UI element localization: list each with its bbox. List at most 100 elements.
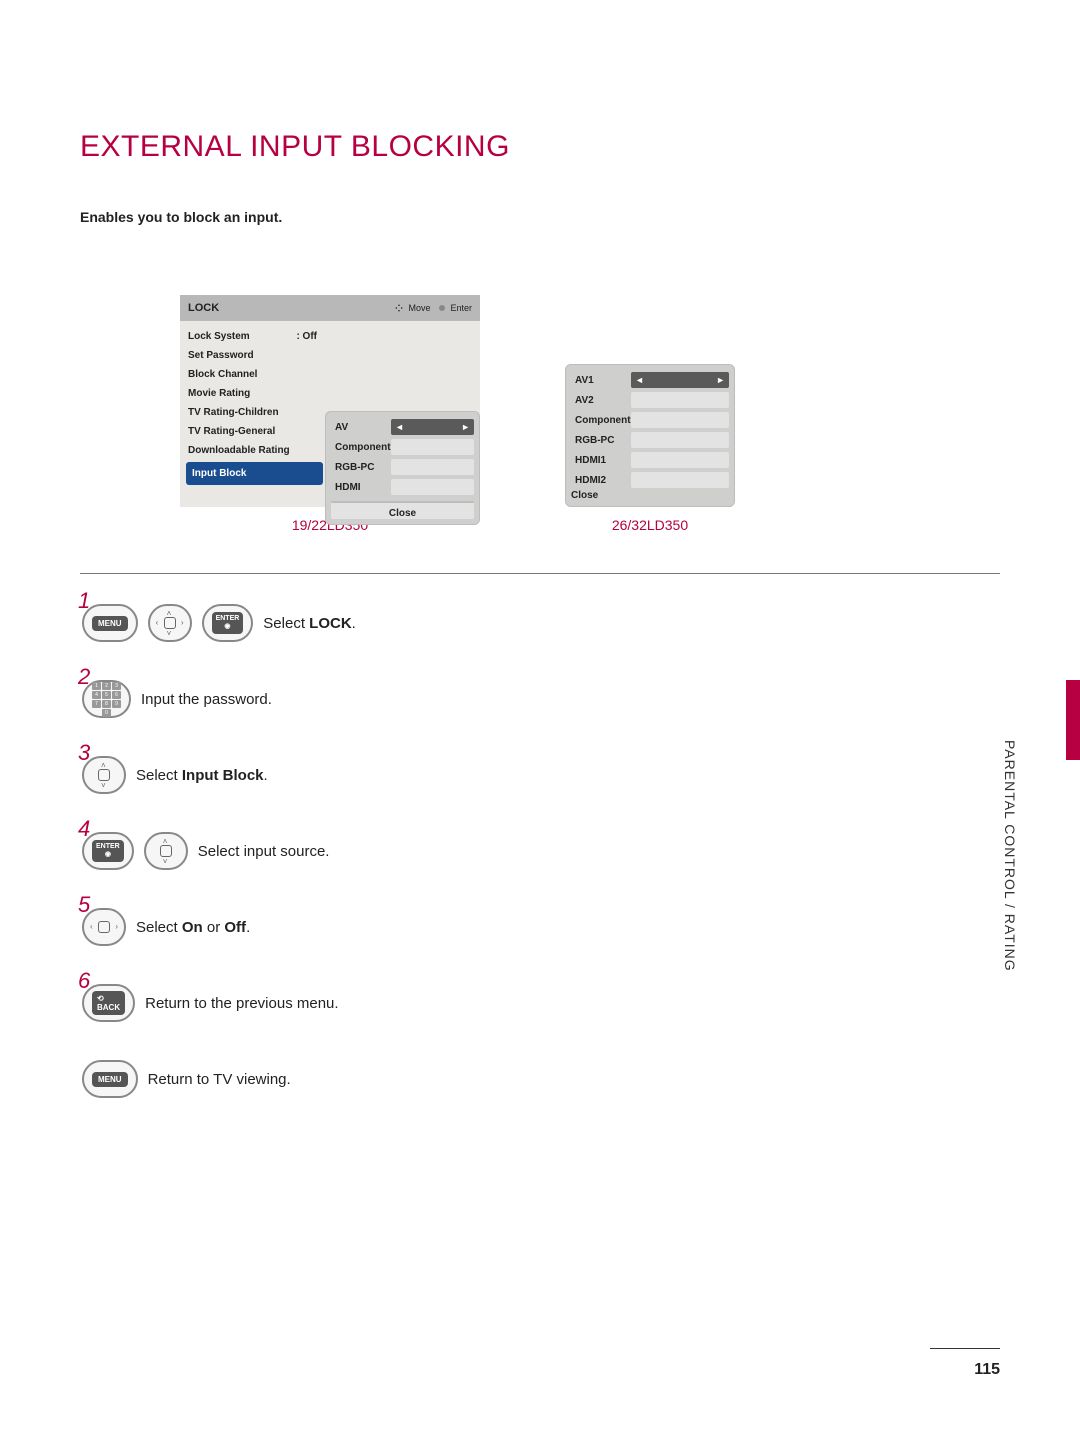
submenu-row-label: RGB-PC (331, 462, 391, 473)
step: 6⟲BACKReturn to the previous menu. (82, 984, 1000, 1022)
submenu-row-label: Component (331, 442, 391, 453)
lock-menu-list: Lock System : Off Set PasswordBlock Channe… (180, 321, 325, 507)
hint-move: Move (394, 303, 430, 313)
lock-menu-header: LOCK Move Enter (180, 295, 480, 321)
side-accent-bar (1066, 680, 1080, 760)
menu-group-1: LOCK Move Enter Lock System : Off Set Pass… (180, 295, 480, 533)
step-text: Select LOCK. (263, 615, 356, 632)
arrow-left-icon: ◄ (635, 375, 644, 385)
lock-item-label: TV Rating-General (188, 422, 275, 441)
submenu-row[interactable]: Component (331, 437, 474, 457)
submenu-row[interactable]: HDMI (331, 477, 474, 497)
step-text: Return to TV viewing. (148, 1071, 291, 1088)
side-section-label: PARENTAL CONTROL / RATING (1002, 740, 1018, 972)
menu-button-icon: MENU (82, 1060, 138, 1098)
page-number: 115 (974, 1361, 1000, 1379)
lock-menu-item[interactable]: TV Rating-Children (188, 403, 321, 422)
submenu-row[interactable]: Component (571, 410, 729, 430)
steps-list: 1MENU˄˅‹›ENTER◉Select LOCK.21234567890In… (82, 604, 1000, 1098)
menu-group-2: AV1 ◄► AV2 Component RGB-PC HDMI1 HDMI2 … (565, 295, 735, 533)
step-text: Input the password. (141, 691, 272, 708)
submenu-row-field[interactable] (631, 452, 729, 468)
submenu-row-field[interactable] (631, 472, 729, 488)
dpad-updown-icon: ˄˅ (144, 832, 188, 870)
step-text: Select input source. (198, 843, 330, 860)
page-title: EXTERNAL INPUT BLOCKING (80, 130, 1000, 164)
lock-menu-item[interactable]: Movie Rating (188, 384, 321, 403)
lock-menu-item[interactable]: Downloadable Rating (188, 441, 321, 460)
submenu-row[interactable]: AV ◄► (331, 417, 474, 437)
step-number: 5 (78, 892, 90, 918)
page-number-rule (930, 1348, 1000, 1349)
submenu-row-field[interactable] (631, 432, 729, 448)
step: 3˄˅Select Input Block. (82, 756, 1000, 794)
step: 21234567890Input the password. (82, 680, 1000, 718)
move-icon (394, 303, 404, 313)
step: 5‹›Select On or Off. (82, 908, 1000, 946)
submenu-row-label: HDMI1 (571, 455, 631, 466)
submenu-row-field[interactable] (631, 392, 729, 408)
input-block-submenu-1: AV ◄► Component RGB-PC HDMI Close (325, 411, 480, 525)
submenu-row-label: RGB-PC (571, 435, 631, 446)
submenu-row[interactable]: HDMI2 (571, 470, 729, 490)
dpad-full-icon: ˄˅‹› (148, 604, 192, 642)
lock-item-label: Movie Rating (188, 384, 250, 403)
lock-item-label: Input Block (192, 464, 246, 483)
step: MENU Return to TV viewing. (82, 1060, 1000, 1098)
step-number: 4 (78, 816, 90, 842)
lock-menu-item[interactable]: Block Channel (188, 365, 321, 384)
submenu-close-button[interactable]: Close (331, 501, 474, 519)
lock-menu-item[interactable]: Set Password (188, 346, 321, 365)
submenu-row-field[interactable] (631, 412, 729, 428)
arrow-left-icon: ◄ (395, 422, 404, 432)
submenu-row-label: HDMI2 (571, 475, 631, 486)
submenu-row-field[interactable]: ◄► (631, 372, 729, 388)
enter-dot-icon (438, 304, 446, 312)
submenu-row-field[interactable] (391, 439, 474, 455)
lock-item-label: Lock System (188, 327, 250, 346)
lock-item-value: : Off (296, 327, 317, 346)
lock-menu: LOCK Move Enter Lock System : Off Set Pass… (180, 295, 480, 507)
lock-menu-item[interactable]: Input Block (186, 462, 323, 485)
submenu-row-field[interactable]: ◄► (391, 419, 474, 435)
submenu-row-label: AV (331, 422, 391, 433)
submenu-row-label: AV2 (571, 395, 631, 406)
arrow-right-icon: ► (716, 375, 725, 385)
arrow-right-icon: ► (461, 422, 470, 432)
submenu-row[interactable]: HDMI1 (571, 450, 729, 470)
submenu-row-field[interactable] (391, 459, 474, 475)
submenu-close-button[interactable]: Close (571, 490, 729, 501)
lock-item-label: Downloadable Rating (188, 441, 290, 460)
menu-button-icon: MENU (82, 604, 138, 642)
enter-button-icon: ENTER◉ (202, 604, 254, 642)
page: EXTERNAL INPUT BLOCKING Enables you to b… (0, 0, 1080, 1439)
lock-menu-title: LOCK (188, 302, 219, 314)
step-number: 3 (78, 740, 90, 766)
step: 1MENU˄˅‹›ENTER◉Select LOCK. (82, 604, 1000, 642)
submenu-row[interactable]: RGB-PC (331, 457, 474, 477)
submenu-row-label: HDMI (331, 482, 391, 493)
step-text: Select Input Block. (136, 767, 268, 784)
step-number: 6 (78, 968, 90, 994)
submenu-row[interactable]: RGB-PC (571, 430, 729, 450)
input-block-submenu-2: AV1 ◄► AV2 Component RGB-PC HDMI1 HDMI2 … (565, 364, 735, 507)
side-tab: PARENTAL CONTROL / RATING (988, 680, 1008, 1040)
step-number: 1 (78, 588, 90, 614)
step-text: Select On or Off. (136, 919, 250, 936)
lock-menu-item[interactable]: Lock System : Off (188, 327, 321, 346)
submenu-row-field[interactable] (391, 479, 474, 495)
submenu-row-label: AV1 (571, 375, 631, 386)
lock-menu-item[interactable]: TV Rating-General (188, 422, 321, 441)
lock-item-label: TV Rating-Children (188, 403, 279, 422)
step: 4ENTER◉˄˅Select input source. (82, 832, 1000, 870)
menu2-caption: 26/32LD350 (612, 517, 688, 533)
submenu-row-label: Component (571, 415, 631, 426)
separator (80, 573, 1000, 574)
menu-screenshots-row: LOCK Move Enter Lock System : Off Set Pass… (180, 295, 1000, 533)
lock-item-label: Block Channel (188, 365, 257, 384)
submenu-row[interactable]: AV2 (571, 390, 729, 410)
step-text: Return to the previous menu. (145, 995, 338, 1012)
lock-item-label: Set Password (188, 346, 254, 365)
submenu-row[interactable]: AV1 ◄► (571, 370, 729, 390)
step-number: 2 (78, 664, 90, 690)
